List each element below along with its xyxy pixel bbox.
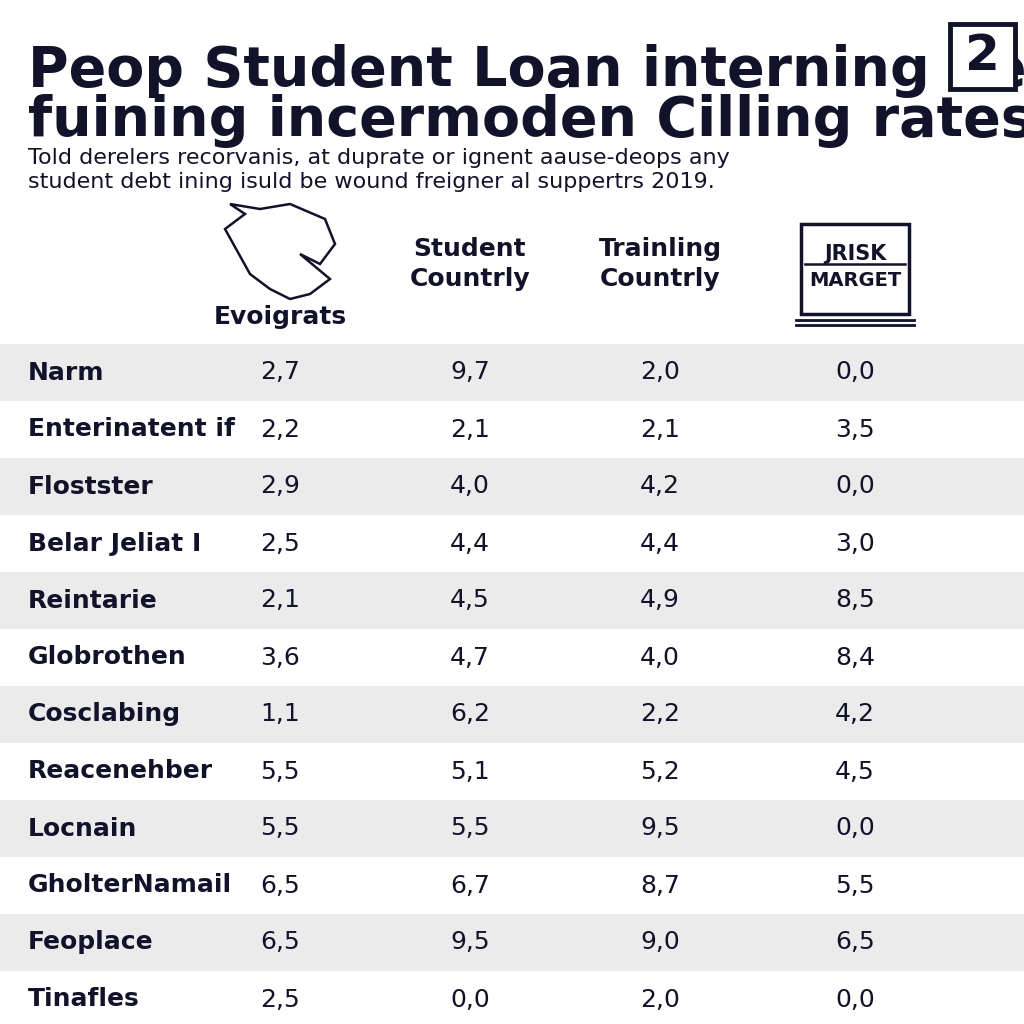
Text: Tinafles: Tinafles (28, 987, 139, 1012)
Text: 5,5: 5,5 (260, 760, 300, 783)
Text: 6,2: 6,2 (450, 702, 490, 726)
Bar (0, 401, 1024, 458)
Text: 2,2: 2,2 (640, 702, 680, 726)
Text: Student
Countrly: Student Countrly (410, 238, 530, 291)
Text: 2,2: 2,2 (260, 418, 300, 441)
Text: 4,0: 4,0 (451, 474, 489, 499)
Text: 0,0: 0,0 (836, 360, 874, 384)
Text: 3,0: 3,0 (836, 531, 874, 555)
Text: 9,7: 9,7 (451, 360, 489, 384)
Text: MARGET: MARGET (809, 270, 901, 290)
Bar (0, 344, 1024, 401)
Text: 2,9: 2,9 (260, 474, 300, 499)
Text: Evoigrats: Evoigrats (213, 305, 346, 329)
Text: 4,0: 4,0 (640, 645, 680, 670)
Bar (0, 971, 1024, 1024)
Text: Feoplace: Feoplace (28, 931, 154, 954)
Text: Locnain: Locnain (28, 816, 137, 841)
Text: 3,6: 3,6 (260, 645, 300, 670)
Bar (0, 857, 1024, 914)
Text: 4,2: 4,2 (835, 702, 874, 726)
Text: 3,5: 3,5 (836, 418, 874, 441)
Text: Flostster: Flostster (28, 474, 154, 499)
Text: 1,1: 1,1 (260, 702, 300, 726)
Text: 4,4: 4,4 (640, 531, 680, 555)
Text: 6,5: 6,5 (836, 931, 874, 954)
Text: Told derelers recorvanis, at duprate or ignent aause-deops any: Told derelers recorvanis, at duprate or … (28, 148, 730, 168)
Text: 9,5: 9,5 (451, 931, 489, 954)
Text: 4,7: 4,7 (451, 645, 489, 670)
Text: Cosclabing: Cosclabing (28, 702, 181, 726)
Text: 4,9: 4,9 (640, 589, 680, 612)
Text: 4,2: 4,2 (640, 474, 680, 499)
Text: Belar Jeliat I: Belar Jeliat I (28, 531, 202, 555)
Text: 2,0: 2,0 (640, 987, 680, 1012)
Text: 2,1: 2,1 (640, 418, 680, 441)
Text: 2,1: 2,1 (260, 589, 300, 612)
Text: 2,0: 2,0 (640, 360, 680, 384)
Text: 0,0: 0,0 (836, 987, 874, 1012)
Text: 9,5: 9,5 (640, 816, 680, 841)
Bar (0, 914, 1024, 971)
Bar (0, 743, 1024, 800)
Bar (0, 629, 1024, 686)
Text: 9,0: 9,0 (640, 931, 680, 954)
Text: Narm: Narm (28, 360, 104, 384)
Text: fuining incermoden Cilling rates: fuining incermoden Cilling rates (28, 94, 1024, 148)
Text: 6,7: 6,7 (451, 873, 489, 897)
Bar (801, 224, 909, 314)
Text: Reacenehber: Reacenehber (28, 760, 213, 783)
Text: 0,0: 0,0 (836, 816, 874, 841)
Bar (0, 572, 1024, 629)
Text: 4,5: 4,5 (451, 589, 489, 612)
Text: 0,0: 0,0 (836, 474, 874, 499)
Text: 5,5: 5,5 (451, 816, 489, 841)
Text: 2,1: 2,1 (451, 418, 489, 441)
Text: 2,7: 2,7 (260, 360, 300, 384)
Text: 5,1: 5,1 (451, 760, 489, 783)
Text: 8,7: 8,7 (640, 873, 680, 897)
Text: 8,5: 8,5 (836, 589, 874, 612)
Text: 8,4: 8,4 (835, 645, 874, 670)
Bar (0, 800, 1024, 857)
Bar (0, 515, 1024, 572)
Text: 5,5: 5,5 (260, 816, 300, 841)
Text: 2: 2 (965, 33, 1000, 81)
Text: Enterinatent if: Enterinatent if (28, 418, 234, 441)
Text: Reintarie: Reintarie (28, 589, 158, 612)
Text: student debt ining isuld be wound freigner al suppertrs 2019.: student debt ining isuld be wound freign… (28, 172, 715, 193)
Text: 0,0: 0,0 (451, 987, 489, 1012)
Text: JRISK: JRISK (824, 245, 886, 264)
Text: GholterNamail: GholterNamail (28, 873, 232, 897)
Bar (950, 24, 1015, 89)
Text: 4,4: 4,4 (450, 531, 490, 555)
Text: 2,5: 2,5 (260, 987, 300, 1012)
Text: 5,5: 5,5 (836, 873, 874, 897)
Text: 4,5: 4,5 (836, 760, 874, 783)
Text: 6,5: 6,5 (260, 931, 300, 954)
Bar (0, 458, 1024, 515)
Text: Peop Student Loan interning debt: Peop Student Loan interning debt (28, 44, 1024, 98)
Text: 2,5: 2,5 (260, 531, 300, 555)
Bar (0, 686, 1024, 743)
Text: Globrothen: Globrothen (28, 645, 186, 670)
Text: 6,5: 6,5 (260, 873, 300, 897)
Text: 5,2: 5,2 (640, 760, 680, 783)
Text: Trainling
Countrly: Trainling Countrly (598, 238, 722, 291)
